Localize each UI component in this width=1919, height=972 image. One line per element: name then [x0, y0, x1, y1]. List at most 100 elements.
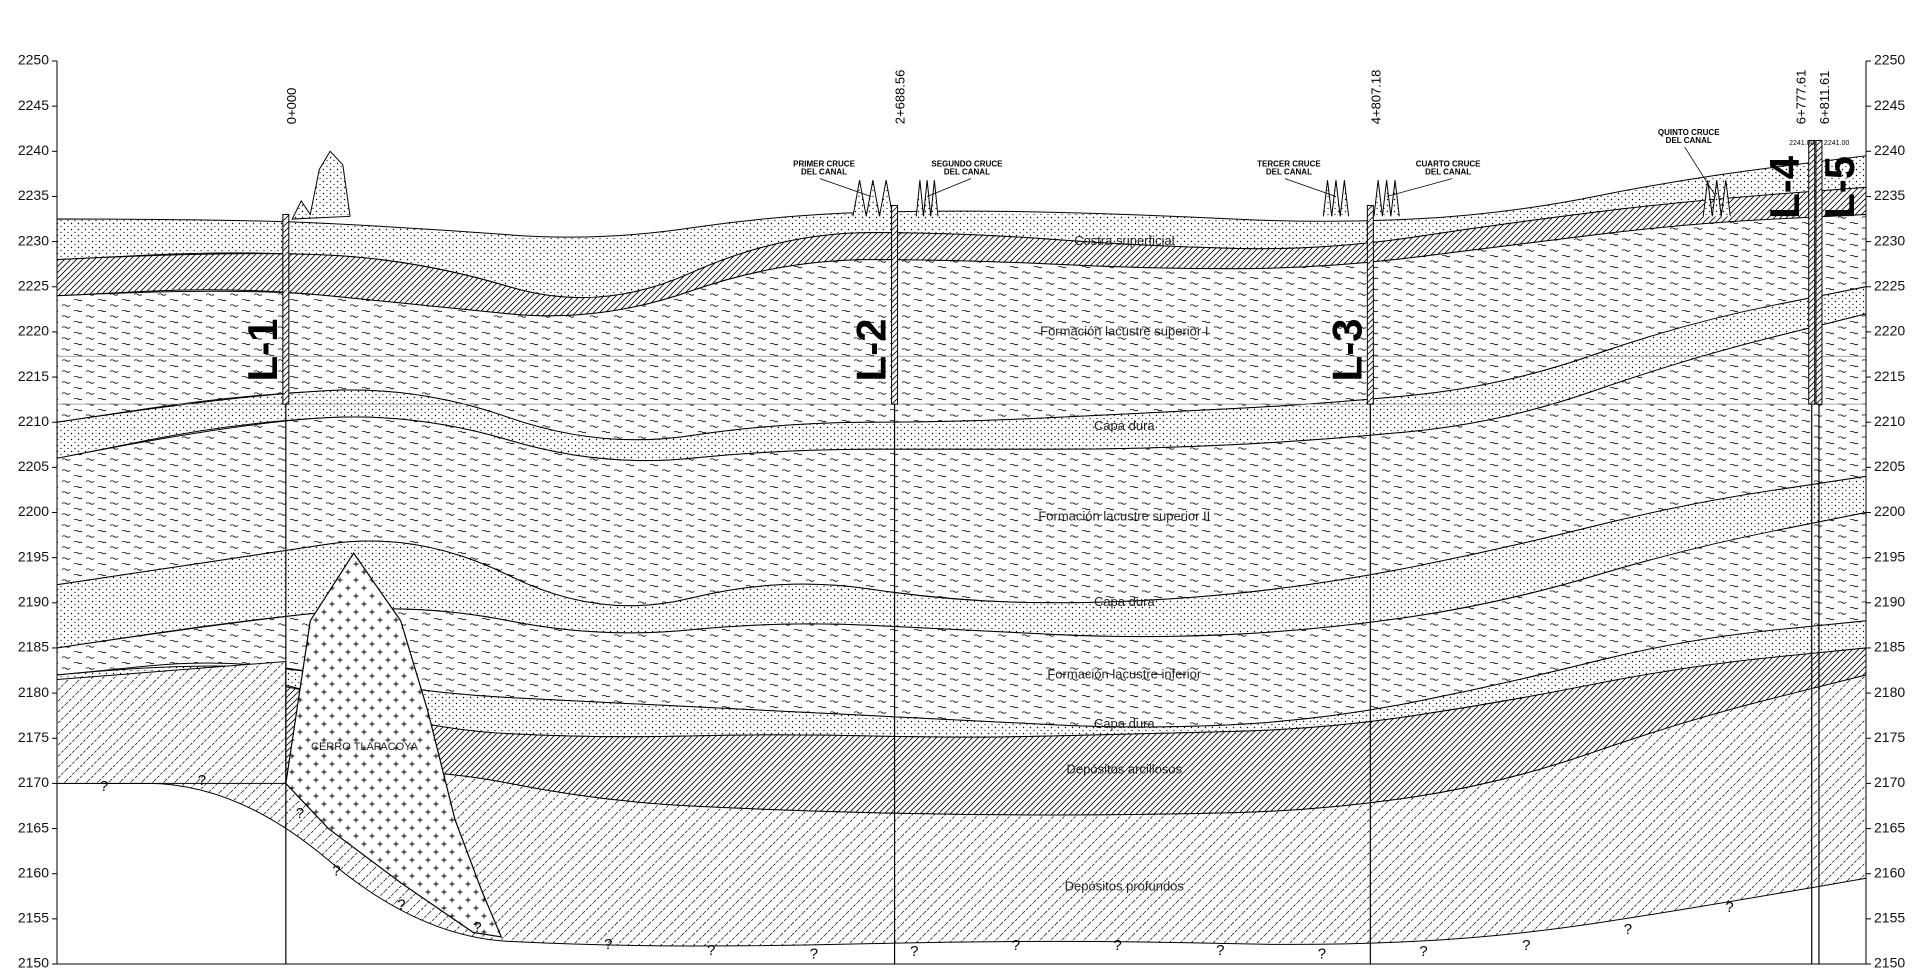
y-tick-label: 2150	[18, 955, 49, 971]
y-tick-label: 2165	[1874, 819, 1905, 835]
crossing-label: DEL CANAL	[944, 168, 990, 177]
elevation-tag: 2241.00	[1789, 140, 1814, 147]
y-tick-label: 2235	[18, 187, 49, 203]
crossing-label: DEL CANAL	[1666, 136, 1712, 145]
borehole-label: L-4	[1761, 155, 1808, 219]
y-tick-label: 2180	[1874, 684, 1905, 700]
y-tick-label: 2225	[18, 277, 49, 293]
y-tick-label: 2250	[18, 52, 49, 68]
y-tick-label: 2195	[1874, 548, 1905, 564]
borehole-label: L-3	[1323, 318, 1370, 381]
uncertain-marker: ?	[198, 772, 206, 789]
stratum-label: Formación lacustre superior I	[1040, 323, 1208, 338]
y-tick-label: 2230	[1874, 232, 1905, 248]
stratum-label: Capa dura	[1094, 594, 1155, 609]
y-tick-label: 2165	[18, 819, 49, 835]
y-tick-label: 2150	[1874, 955, 1905, 971]
leader-line	[926, 178, 972, 197]
crossing-label: DEL CANAL	[801, 168, 847, 177]
uncertain-marker: ?	[1624, 921, 1632, 938]
elevation-tag: 2241.00	[1824, 140, 1849, 147]
stratum-band	[56, 660, 287, 784]
borehole	[1815, 139, 1823, 405]
stratum-label: Depósitos profundos	[1065, 879, 1185, 894]
borehole	[1366, 204, 1374, 405]
crossing-label: DEL CANAL	[1425, 168, 1471, 177]
stratum-label: Depósitos arcillosos	[1067, 761, 1183, 776]
crossing-label: QUINTO CRUCE	[1658, 128, 1720, 137]
y-tick-label: 2240	[1874, 142, 1905, 158]
uncertain-marker: ?	[100, 778, 108, 795]
chainage: 6+811.61	[1817, 71, 1832, 125]
borehole-label: L-1	[239, 318, 286, 381]
y-tick-label: 2175	[1874, 729, 1905, 745]
y-tick-label: 2200	[18, 503, 49, 519]
y-tick-label: 2235	[1874, 187, 1905, 203]
leader-line	[819, 178, 872, 197]
stratum-label: Formación lacustre superior II	[1038, 508, 1210, 523]
y-tick-label: 2220	[18, 323, 49, 339]
uncertain-marker: ?	[1522, 937, 1530, 954]
uncertain-marker: ?	[397, 897, 405, 914]
y-tick-label: 2160	[1874, 864, 1905, 880]
crossing-label: CUARTO CRUCE	[1416, 160, 1481, 169]
stratum-label: Capa dura	[1094, 418, 1155, 433]
crossing-label: PRIMER CRUCE	[793, 160, 855, 169]
borehole	[891, 204, 899, 405]
y-tick-label: 2185	[18, 639, 49, 655]
leader-line	[1684, 146, 1717, 197]
outcrop-body	[285, 552, 503, 938]
stratum-label: Costra superficial	[1074, 233, 1175, 248]
leader-line	[1386, 178, 1453, 197]
y-tick-label: 2210	[1874, 413, 1905, 429]
y-tick-label: 2180	[18, 684, 49, 700]
borehole	[1808, 139, 1816, 405]
uncertain-marker: ?	[1419, 943, 1427, 960]
uncertain-marker: ?	[296, 805, 304, 822]
crossing-label: SEGUNDO CRUCE	[931, 160, 1003, 169]
canal-spike	[1322, 180, 1350, 217]
uncertain-marker: ?	[810, 946, 818, 963]
hill	[291, 150, 351, 220]
stratum-label: Formación lacustre inferior	[1047, 666, 1202, 681]
chainage: 2+688.56	[893, 70, 908, 125]
y-tick-label: 2170	[1874, 774, 1905, 790]
y-tick-label: 2160	[18, 864, 49, 880]
y-tick-label: 2190	[18, 594, 49, 610]
chainage: 6+777.61	[1794, 70, 1809, 125]
canal-spike	[1702, 180, 1731, 217]
borehole	[282, 214, 290, 405]
y-tick-label: 2215	[18, 368, 49, 384]
uncertain-marker: ?	[1216, 942, 1224, 959]
canal-spike	[1373, 180, 1400, 217]
y-tick-label: 2175	[18, 729, 49, 745]
uncertain-marker: ?	[1113, 937, 1121, 954]
y-tick-label: 2210	[18, 413, 49, 429]
y-tick-label: 2225	[1874, 277, 1905, 293]
uncertain-marker: ?	[473, 919, 481, 936]
y-tick-label: 2230	[18, 232, 49, 248]
y-tick-label: 2200	[1874, 503, 1905, 519]
y-tick-label: 2220	[1874, 323, 1905, 339]
borehole-label: L-5	[1816, 156, 1863, 219]
uncertain-marker: ?	[604, 936, 612, 953]
y-tick-label: 2190	[1874, 594, 1905, 610]
y-tick-label: 2155	[1874, 910, 1905, 926]
y-tick-label: 2155	[18, 910, 49, 926]
y-tick-label: 2195	[18, 548, 49, 564]
uncertain-marker: ?	[1725, 899, 1733, 916]
y-tick-label: 2215	[1874, 368, 1905, 384]
borehole-label: L-2	[848, 318, 895, 381]
crossing-label: TERCER CRUCE	[1257, 160, 1321, 169]
canal-spike	[852, 180, 894, 217]
stratum-label: Capa dura	[1094, 716, 1155, 731]
uncertain-marker: ?	[707, 942, 715, 959]
leader-line	[1284, 178, 1337, 197]
chainage: 0+000	[284, 88, 299, 125]
crossing-label: DEL CANAL	[1266, 168, 1312, 177]
y-tick-label: 2205	[1874, 458, 1905, 474]
uncertain-marker: ?	[910, 943, 918, 960]
y-tick-label: 2245	[18, 97, 49, 113]
canal-spike	[915, 180, 939, 217]
